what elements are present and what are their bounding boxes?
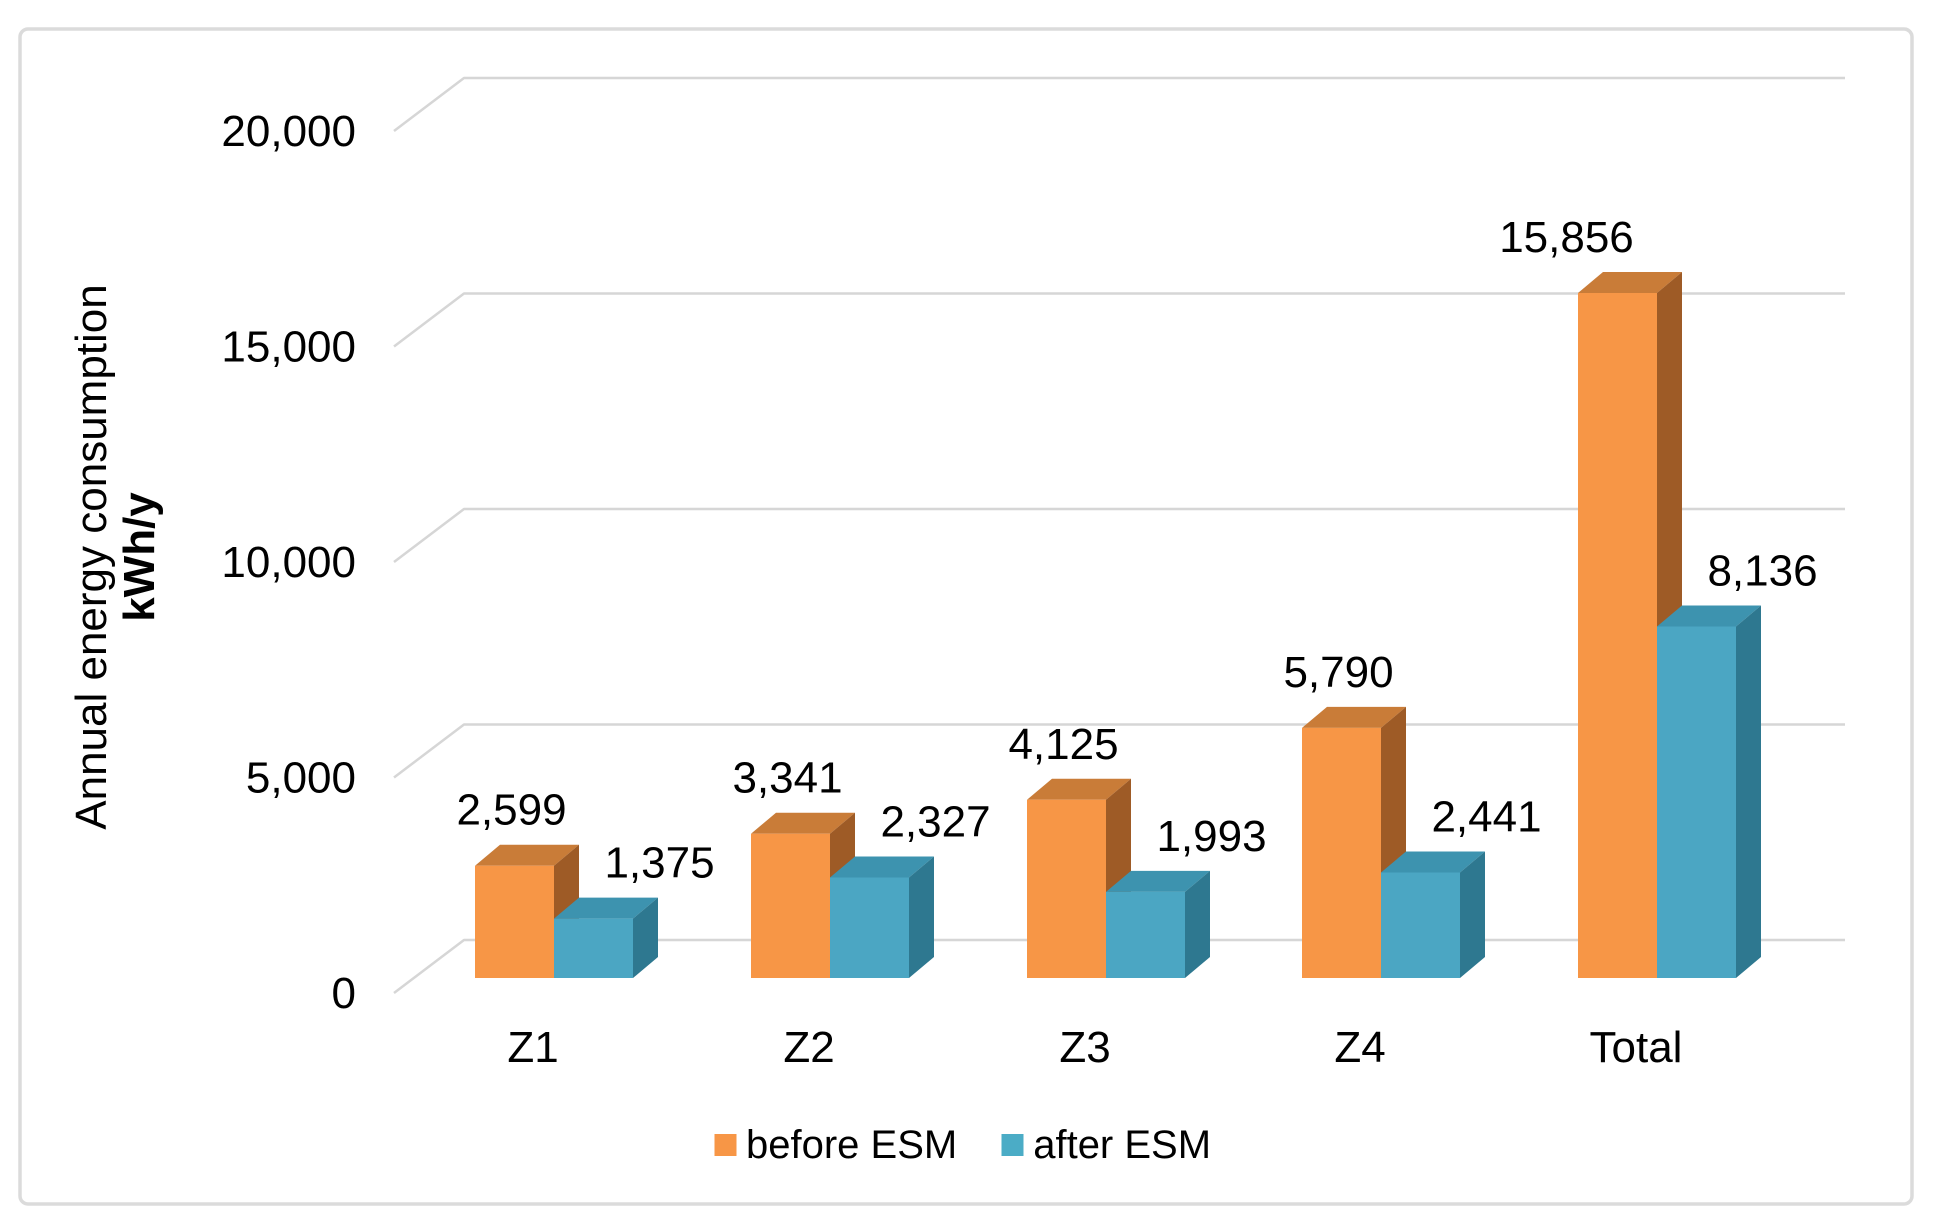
x-category-label-z3: Z3	[1059, 1023, 1110, 1072]
bar-top-face	[751, 812, 855, 834]
y-axis-unit-text: kWh/y	[115, 492, 164, 622]
data-label-before-esm-z4: 5,790	[1283, 648, 1393, 697]
y-tick-label-20000: 20,000	[221, 107, 356, 156]
bar-top-face	[1027, 778, 1131, 800]
data-label-after-esm-total: 8,136	[1707, 547, 1817, 596]
y-axis-title-text: Annual energy consumption	[67, 284, 117, 830]
bar-front-face	[1381, 872, 1460, 978]
data-label-before-esm-total: 15,856	[1499, 213, 1634, 262]
bar-side-face	[1185, 870, 1210, 978]
bar-after-esm-z1	[554, 897, 658, 978]
y-tick-label-15000: 15,000	[221, 323, 356, 372]
x-category-label-z1: Z1	[507, 1023, 558, 1072]
data-label-before-esm-z1: 2,599	[456, 786, 566, 835]
data-label-before-esm-z3: 4,125	[1008, 720, 1118, 769]
data-label-after-esm-z4: 2,441	[1431, 793, 1541, 842]
legend-label-after-esm: after ESM	[1033, 1122, 1212, 1167]
data-label-after-esm-z2: 2,327	[880, 798, 990, 847]
bar-front-face	[1106, 891, 1185, 978]
x-category-label-z2: Z2	[783, 1023, 834, 1072]
legend-marker-before-esm-icon	[713, 1134, 736, 1156]
bar-after-esm-z2	[830, 856, 934, 978]
bar-top-face	[1657, 605, 1761, 627]
bar-front-face	[1302, 727, 1381, 978]
y-tick-label-5000: 5,000	[246, 754, 356, 803]
bar-front-face	[1578, 293, 1657, 978]
bar-front-face	[1027, 799, 1106, 978]
y-tick-label-0: 0	[332, 969, 356, 1018]
legend-label-before-esm: before ESM	[745, 1122, 958, 1167]
bar-front-face	[554, 918, 633, 978]
bar-side-face	[1736, 605, 1761, 978]
bar-before-esm-z4	[1302, 706, 1406, 978]
x-category-label-z4: Z4	[1334, 1023, 1385, 1072]
bar-top-face	[1578, 272, 1682, 293]
gridline-15000	[393, 292, 1845, 348]
bar-front-face	[830, 877, 909, 978]
bar-after-esm-z3	[1106, 870, 1210, 978]
gridline-10000	[393, 507, 1845, 563]
bar-side-face	[633, 897, 658, 978]
bar-top-face	[554, 897, 658, 919]
data-label-after-esm-z3: 1,993	[1156, 812, 1266, 861]
y-tick-label-10000: 10,000	[221, 538, 356, 587]
gridline-20000	[393, 76, 1845, 132]
y-axis-title: Annual energy consumption kWh/y	[67, 284, 164, 830]
bar-side-face	[909, 856, 934, 978]
bar-front-face	[751, 833, 830, 978]
bar-top-face	[1381, 851, 1485, 873]
x-category-label-total: Total	[1590, 1023, 1683, 1072]
bar-top-face	[830, 856, 934, 878]
legend-item-before-esm: before ESM	[713, 1122, 958, 1168]
legend-item-after-esm: after ESM	[1001, 1123, 1211, 1168]
data-label-after-esm-z1: 1,375	[604, 839, 714, 888]
bar-side-face	[1460, 851, 1485, 978]
data-label-before-esm-z2: 3,341	[732, 754, 842, 803]
bar-front-face	[1657, 626, 1736, 978]
legend-marker-after-esm-icon	[1001, 1134, 1024, 1156]
bar-top-face	[1106, 870, 1210, 892]
chart-border	[18, 27, 1914, 1206]
bar-front-face	[475, 865, 554, 978]
bar-after-esm-total	[1657, 605, 1761, 978]
bar-after-esm-z4	[1381, 851, 1485, 978]
legend: before ESM after ESM	[713, 1121, 1211, 1169]
bar-top-face	[1302, 706, 1406, 728]
bar-top-face	[475, 844, 579, 866]
